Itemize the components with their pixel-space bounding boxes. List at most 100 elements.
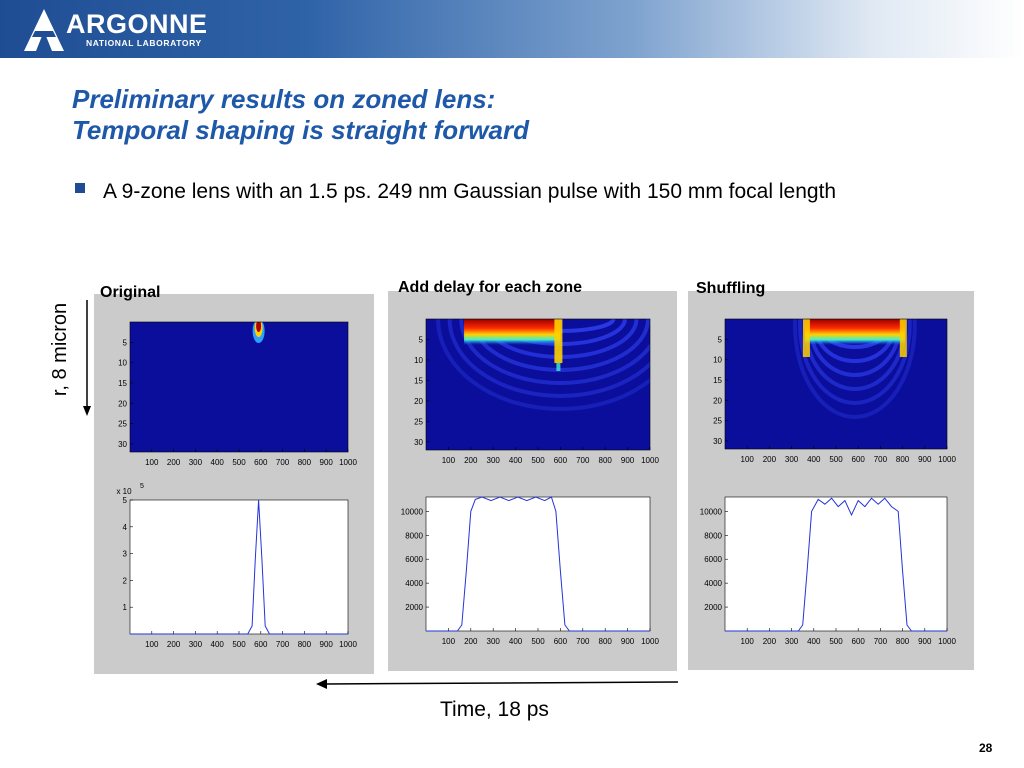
chart-3: 100 200 300 400 500 600 700 800 900 1000 2000 4000 6… — [401, 496, 659, 646]
heatmap-field — [792, 319, 917, 419]
x-tick-label: 800 — [896, 455, 910, 464]
y-tick-label: 4000 — [405, 579, 423, 588]
x-tick-label: 200 — [167, 458, 181, 467]
x-tick-label: 500 — [232, 640, 246, 649]
x-tick-label: 900 — [621, 456, 635, 465]
logo-subtitle: NATIONAL LABORATORY — [86, 38, 202, 48]
x-tick-label: 100 — [145, 640, 159, 649]
x-tick-label: 100 — [741, 455, 755, 464]
x-tick-label: 700 — [276, 458, 290, 467]
y-tick-label: 10000 — [700, 507, 723, 516]
title-line-1: Preliminary results on zoned lens: — [72, 84, 496, 114]
heatmap-edge — [554, 319, 563, 363]
label-shuffling: Shuffling — [696, 280, 766, 297]
y-tick-label: 20 — [118, 399, 127, 408]
x-tick-label: 200 — [464, 456, 478, 465]
heatmap-ring — [436, 319, 650, 411]
time-axis-label: Time, 18 ps — [440, 698, 549, 721]
heatmap-ring — [447, 319, 650, 398]
plot-area — [724, 496, 948, 632]
x-tick-label: 500 — [531, 637, 545, 646]
y-tick-label: 2 — [123, 576, 128, 585]
y-tick-label: 6000 — [704, 555, 722, 564]
y-tick-label: 20 — [713, 396, 722, 405]
heatmap-field — [252, 322, 265, 343]
x-tick-label: 300 — [785, 455, 799, 464]
y-tick-label: 1 — [123, 603, 128, 612]
x-tick-label: 300 — [189, 458, 203, 467]
y-tick-label: 4000 — [704, 579, 722, 588]
heatmap-peak — [256, 322, 262, 332]
heatmap-field — [436, 319, 650, 411]
y-tick-label: 2000 — [704, 603, 722, 612]
x-tick-label: 500 — [531, 456, 545, 465]
x-tick-label: 300 — [785, 637, 799, 646]
series-line — [725, 497, 947, 632]
heatmap-edge-right — [899, 319, 907, 357]
x-tick-label: 600 — [852, 455, 866, 464]
heatmap-arc — [792, 319, 917, 419]
title-line-2: Temporal shaping is straight forward — [72, 115, 529, 145]
x-tick-label: 1000 — [938, 637, 956, 646]
y-tick-label: 10000 — [401, 507, 424, 516]
x-tick-label: 900 — [918, 637, 932, 646]
y-tick-label: 10 — [414, 356, 423, 365]
x-tick-label: 200 — [464, 637, 478, 646]
x-tick-label: 600 — [254, 640, 268, 649]
x-tick-label: 700 — [874, 455, 888, 464]
x-tick-label: 400 — [509, 456, 523, 465]
x-tick-label: 1000 — [641, 637, 659, 646]
x-tick-label: 600 — [554, 456, 568, 465]
chart-5: 100 200 300 400 500 600 700 800 900 1000 2000 4000 6… — [700, 496, 956, 646]
heatmap-edge-left — [802, 319, 810, 357]
page-number: 28 — [979, 741, 993, 755]
x-tick-label: 800 — [298, 458, 312, 467]
x-tick-label: 400 — [509, 637, 523, 646]
y-tick-label: 20 — [414, 397, 423, 406]
y-tick-label: 30 — [414, 438, 423, 447]
y-tick-label: 10 — [713, 356, 722, 365]
x-tick-label: 700 — [874, 637, 888, 646]
heatmap-background — [130, 322, 348, 452]
x-tick-label: 600 — [554, 637, 568, 646]
x-tick-label: 500 — [829, 455, 843, 464]
x-tick-label: 800 — [896, 637, 910, 646]
x-tick-label: 400 — [807, 637, 821, 646]
x-tick-label: 300 — [487, 637, 501, 646]
label-original: Original — [100, 284, 161, 301]
y-tick-label: 2000 — [405, 603, 423, 612]
x-tick-label: 200 — [167, 640, 181, 649]
x-tick-label: 800 — [599, 456, 613, 465]
heatmap-ring — [459, 319, 650, 385]
x-tick-label: 900 — [320, 458, 334, 467]
r-axis-label: r, 8 micron — [49, 302, 72, 397]
x-tick-label: 300 — [487, 456, 501, 465]
y-tick-label: 15 — [414, 376, 423, 385]
heatmap-hotband — [464, 319, 561, 345]
y-tick-label: 25 — [118, 420, 127, 429]
x-tick-label: 800 — [298, 640, 312, 649]
argonne-a-icon — [24, 9, 64, 51]
y-tick-label: 25 — [713, 417, 722, 426]
logo-wordmark: ARGONNE — [66, 9, 208, 39]
y-tick-label: 3 — [123, 550, 128, 559]
x-tick-label: 900 — [320, 640, 334, 649]
y-tick-label: 30 — [713, 437, 722, 446]
y-exponent-label: x 10 — [116, 487, 132, 496]
y-tick-label: 15 — [118, 379, 127, 388]
y-tick-label: 5 — [123, 338, 128, 347]
heatmap-arc — [797, 319, 912, 405]
chart-0: 100 200 300 400 500 600 700 800 900 1000 5 10 15 20 25… — [118, 321, 357, 467]
x-tick-label: 100 — [442, 456, 456, 465]
x-tick-label: 1000 — [339, 458, 357, 467]
y-tick-label: 6000 — [405, 555, 423, 564]
x-tick-label: 400 — [211, 458, 225, 467]
x-tick-label: 600 — [852, 637, 866, 646]
x-tick-label: 400 — [807, 455, 821, 464]
time-axis-arrow — [316, 679, 679, 689]
x-tick-label: 400 — [211, 640, 225, 649]
y-tick-label: 30 — [118, 440, 127, 449]
x-tick-label: 200 — [763, 637, 777, 646]
